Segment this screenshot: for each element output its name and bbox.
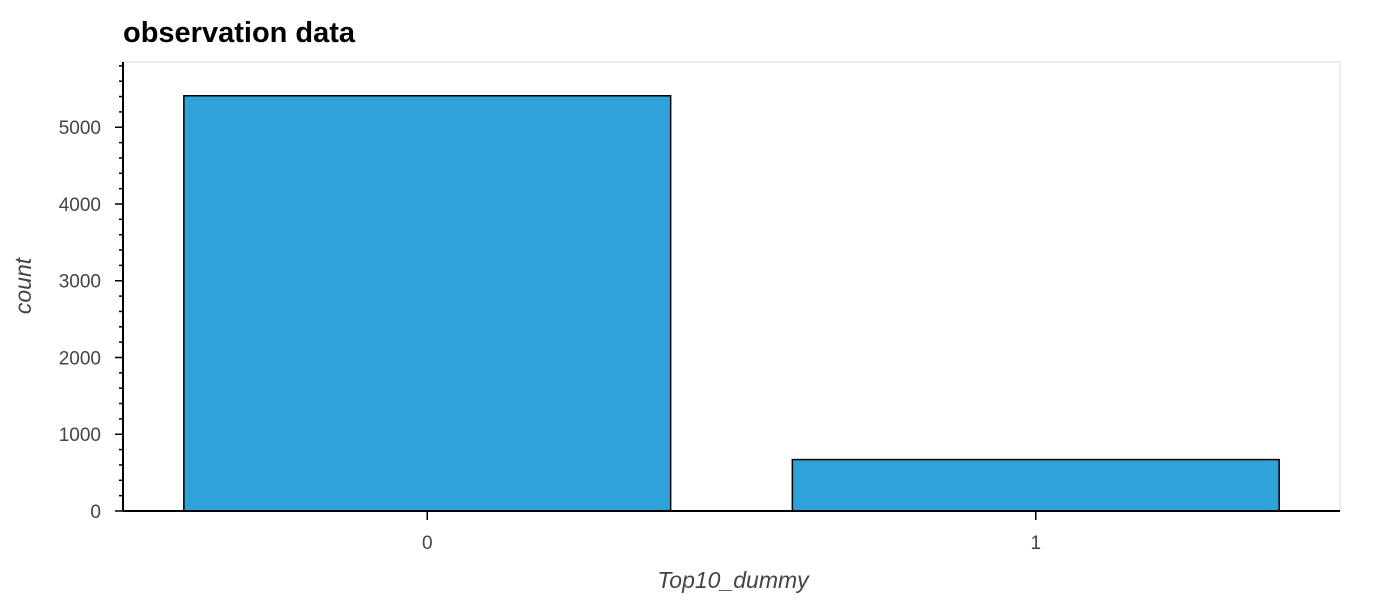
x-tick-label: 0 — [422, 533, 433, 554]
bar-0 — [183, 95, 672, 512]
bar-1 — [791, 458, 1280, 512]
y-tick-label: 4000 — [59, 195, 101, 216]
y-tick-label: 2000 — [59, 348, 101, 369]
y-axis-ticks: 0 1000 2000 3000 4000 5000 — [59, 65, 123, 523]
y-tick-label: 0 — [90, 502, 101, 523]
y-axis-title: count — [10, 256, 36, 314]
y-tick-label: 3000 — [59, 272, 101, 293]
chart-title: observation data — [123, 17, 356, 49]
y-tick-label: 1000 — [59, 425, 101, 446]
y-tick-label: 5000 — [59, 118, 101, 139]
bars-group — [183, 95, 1280, 512]
x-tick-label: 1 — [1030, 533, 1041, 554]
x-axis-title: Top10_dummy — [657, 567, 810, 593]
